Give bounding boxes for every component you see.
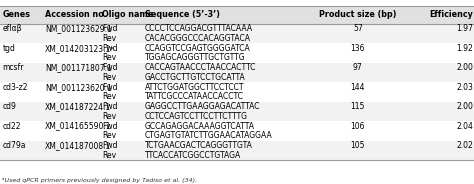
Text: ATTCTGGATGGCTTCCTCCT: ATTCTGGATGGCTTCCTCCT [145,83,244,92]
Text: Sequence (5’-3’): Sequence (5’-3’) [145,10,219,19]
Text: Oligo name: Oligo name [102,10,153,19]
Text: Rev: Rev [102,151,116,160]
Text: cd22: cd22 [2,122,21,130]
Text: TGGAGCAGGGTTGCTGTTG: TGGAGCAGGGTTGCTGTTG [145,54,245,62]
FancyBboxPatch shape [0,43,474,53]
Text: mcsfr: mcsfr [2,63,24,72]
Text: GAGGCCTTGAAGGAGACATTAC: GAGGCCTTGAAGGAGACATTAC [145,102,260,111]
Text: Rev: Rev [102,34,116,43]
FancyBboxPatch shape [0,63,474,72]
Text: Genes: Genes [2,10,30,19]
Text: GACCTGCTTGTCCTGCATTA: GACCTGCTTGTCCTGCATTA [145,73,246,82]
Text: 2.00: 2.00 [456,102,473,111]
FancyBboxPatch shape [0,24,474,34]
Text: 2.04: 2.04 [456,122,473,130]
Text: cd9: cd9 [2,102,16,111]
FancyBboxPatch shape [0,82,474,92]
Text: 2.02: 2.02 [456,141,473,150]
Text: Accession no.: Accession no. [45,10,107,19]
Text: CACACGGGCCCACAGGTACA: CACACGGGCCCACAGGTACA [145,34,251,43]
Text: tgd: tgd [2,44,15,53]
Text: 1.92: 1.92 [456,44,473,53]
Text: 57: 57 [353,24,363,33]
Text: Rev: Rev [102,131,116,140]
Text: 97: 97 [353,63,363,72]
Text: CACCAGTAACCCTAACCACTTC: CACCAGTAACCCTAACCACTTC [145,63,256,72]
FancyBboxPatch shape [0,150,474,160]
Text: 144: 144 [351,83,365,92]
Text: Rev: Rev [102,73,116,82]
Text: NM_001171807.1: NM_001171807.1 [45,63,112,72]
Text: XM_014187008.1: XM_014187008.1 [45,141,111,150]
Text: Efficiency: Efficiency [429,10,473,19]
Text: XM_014203123.1ᵃ: XM_014203123.1ᵃ [45,44,114,53]
Text: XM_014165590.1: XM_014165590.1 [45,122,111,130]
FancyBboxPatch shape [0,141,474,150]
Text: ᵃUsed qPCR primers previously designed by Tadiso et al. (34).: ᵃUsed qPCR primers previously designed b… [2,178,198,183]
Text: TCTGAACGACTCAGGGTTGTA: TCTGAACGACTCAGGGTTGTA [145,141,253,150]
Text: 136: 136 [351,44,365,53]
Text: Fwd: Fwd [102,122,118,130]
FancyBboxPatch shape [0,53,474,63]
Text: XM_014187224.1: XM_014187224.1 [45,102,111,111]
Text: 115: 115 [351,102,365,111]
Text: eflαβ: eflαβ [2,24,22,33]
FancyBboxPatch shape [0,6,474,24]
Text: 2.03: 2.03 [456,83,473,92]
Text: 2.00: 2.00 [456,63,473,72]
Text: cd79a: cd79a [2,141,26,150]
FancyBboxPatch shape [0,102,474,112]
Text: NM_001123629.1: NM_001123629.1 [45,24,112,33]
Text: CTGAGTGTATCTTGGAACATAGGAA: CTGAGTGTATCTTGGAACATAGGAA [145,131,273,140]
Text: Fwd: Fwd [102,102,118,111]
Text: GCCAGAGGACAAAGGTCATTA: GCCAGAGGACAAAGGTCATTA [145,122,255,130]
FancyBboxPatch shape [0,34,474,43]
Text: Rev: Rev [102,92,116,101]
Text: 1.97: 1.97 [456,24,473,33]
Text: Fwd: Fwd [102,63,118,72]
FancyBboxPatch shape [0,112,474,121]
Text: Fwd: Fwd [102,24,118,33]
Text: CCCCTCCAGGACGTTTACAAA: CCCCTCCAGGACGTTTACAAA [145,24,253,33]
Text: CCAGGTCCGAGTGGGGATCA: CCAGGTCCGAGTGGGGATCA [145,44,250,53]
Text: 106: 106 [351,122,365,130]
FancyBboxPatch shape [0,131,474,141]
Text: Product size (bp): Product size (bp) [319,10,397,19]
Text: Fwd: Fwd [102,44,118,53]
Text: cd3-z2: cd3-z2 [2,83,28,92]
Text: Fwd: Fwd [102,141,118,150]
Text: TATTCGCCCATAACCACCTC: TATTCGCCCATAACCACCTC [145,92,244,101]
Text: Fwd: Fwd [102,83,118,92]
Text: CCTCCAGTCCTTCCTTCTTTG: CCTCCAGTCCTTCCTTCTTTG [145,112,247,121]
Text: NM_001123620.1: NM_001123620.1 [45,83,112,92]
Text: TTCACCATCGGCCTGTAGA: TTCACCATCGGCCTGTAGA [145,151,241,160]
FancyBboxPatch shape [0,92,474,102]
FancyBboxPatch shape [0,72,474,82]
Text: 105: 105 [351,141,365,150]
FancyBboxPatch shape [0,121,474,131]
Text: Rev: Rev [102,112,116,121]
Text: Rev: Rev [102,54,116,62]
